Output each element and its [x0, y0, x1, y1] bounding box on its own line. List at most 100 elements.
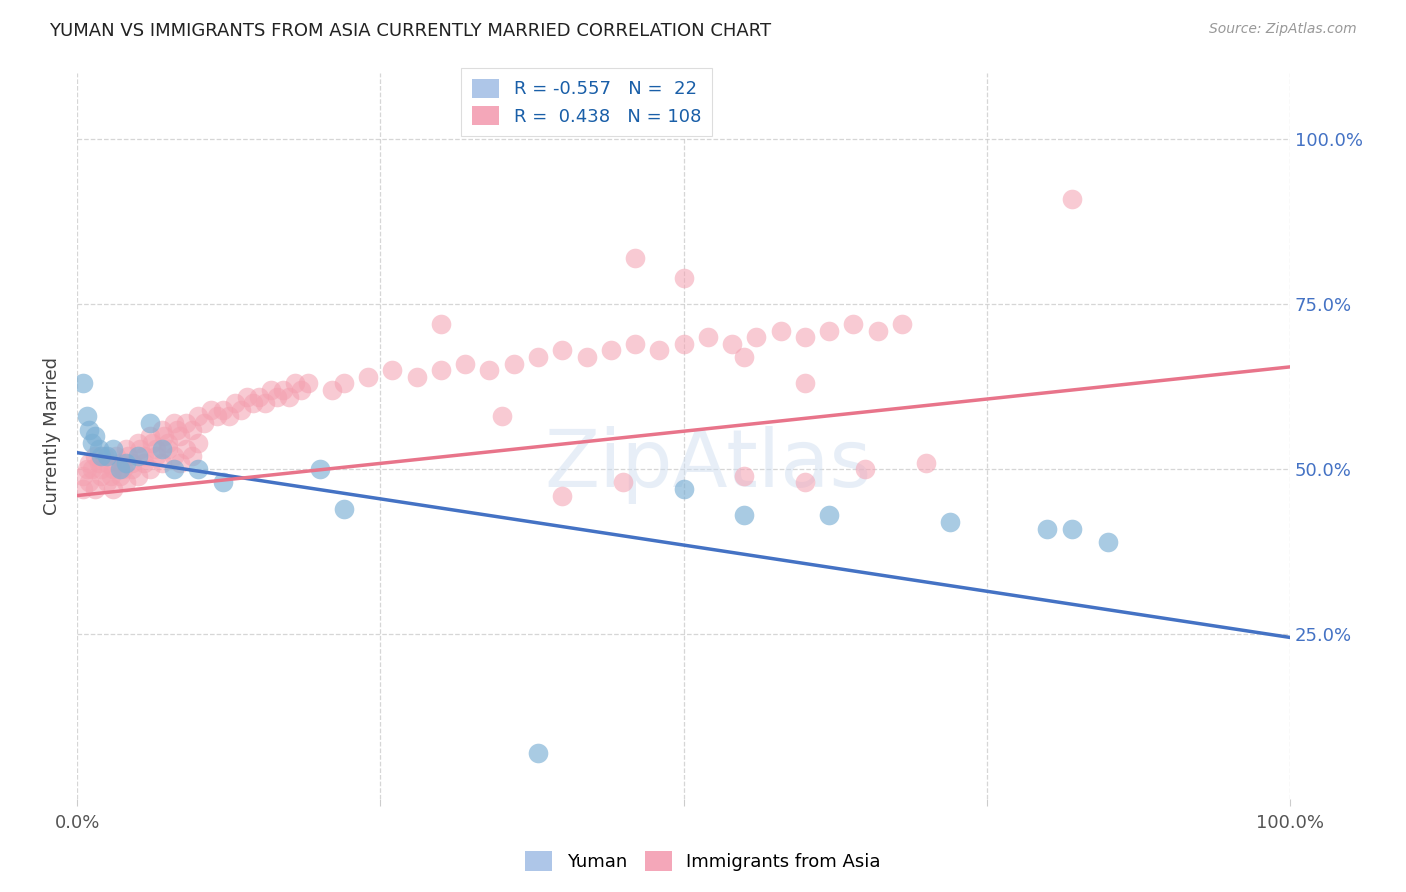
Point — [939, 515, 962, 529]
Point — [163, 416, 186, 430]
Point — [108, 456, 131, 470]
Point — [769, 324, 792, 338]
Point — [169, 456, 191, 470]
Point — [139, 429, 162, 443]
Point — [87, 456, 110, 470]
Point — [104, 449, 127, 463]
Point — [87, 442, 110, 457]
Point — [211, 402, 233, 417]
Text: Source: ZipAtlas.com: Source: ZipAtlas.com — [1209, 22, 1357, 37]
Point — [271, 383, 294, 397]
Point — [121, 462, 143, 476]
Point — [818, 324, 841, 338]
Point — [672, 270, 695, 285]
Point — [90, 468, 112, 483]
Point — [127, 468, 149, 483]
Point — [793, 376, 815, 391]
Point — [181, 449, 204, 463]
Point — [187, 435, 209, 450]
Point — [502, 357, 524, 371]
Point — [430, 363, 453, 377]
Point — [229, 402, 252, 417]
Point — [84, 429, 107, 443]
Point — [575, 350, 598, 364]
Point — [890, 317, 912, 331]
Point — [290, 383, 312, 397]
Point — [121, 456, 143, 470]
Point — [648, 343, 671, 358]
Point — [1060, 192, 1083, 206]
Point — [254, 396, 277, 410]
Y-axis label: Currently Married: Currently Married — [44, 357, 60, 516]
Point — [266, 390, 288, 404]
Point — [1060, 522, 1083, 536]
Point — [72, 468, 94, 483]
Point — [527, 350, 550, 364]
Point — [77, 475, 100, 490]
Point — [478, 363, 501, 377]
Point — [103, 462, 125, 476]
Point — [405, 369, 427, 384]
Point — [80, 462, 103, 476]
Point — [200, 402, 222, 417]
Point — [96, 475, 118, 490]
Point — [218, 409, 240, 424]
Point — [672, 336, 695, 351]
Point — [93, 449, 115, 463]
Point — [915, 456, 938, 470]
Point — [169, 429, 191, 443]
Point — [333, 501, 356, 516]
Point — [733, 350, 755, 364]
Point — [153, 429, 176, 443]
Point — [793, 475, 815, 490]
Point — [84, 482, 107, 496]
Point — [1036, 522, 1059, 536]
Point — [103, 482, 125, 496]
Point — [150, 456, 173, 470]
Point — [141, 435, 163, 450]
Point — [733, 468, 755, 483]
Point — [818, 508, 841, 523]
Legend: Yuman, Immigrants from Asia: Yuman, Immigrants from Asia — [517, 844, 889, 879]
Point — [236, 390, 259, 404]
Point — [430, 317, 453, 331]
Point — [551, 343, 574, 358]
Point — [96, 456, 118, 470]
Point — [284, 376, 307, 391]
Point — [114, 475, 136, 490]
Text: ZipAtlas: ZipAtlas — [544, 426, 872, 504]
Point — [174, 416, 197, 430]
Point — [77, 423, 100, 437]
Point — [76, 462, 98, 476]
Point — [624, 251, 647, 265]
Point — [150, 423, 173, 437]
Point — [80, 435, 103, 450]
Point — [163, 449, 186, 463]
Point — [211, 475, 233, 490]
Point — [157, 435, 180, 450]
Point — [174, 442, 197, 457]
Point — [150, 442, 173, 457]
Point — [1097, 534, 1119, 549]
Point — [77, 456, 100, 470]
Point — [745, 330, 768, 344]
Point — [181, 423, 204, 437]
Point — [527, 746, 550, 760]
Point — [187, 462, 209, 476]
Point — [96, 449, 118, 463]
Point — [454, 357, 477, 371]
Point — [721, 336, 744, 351]
Point — [145, 442, 167, 457]
Point — [103, 442, 125, 457]
Point — [193, 416, 215, 430]
Point — [247, 390, 270, 404]
Point — [297, 376, 319, 391]
Point — [139, 416, 162, 430]
Point — [72, 376, 94, 391]
Point — [733, 508, 755, 523]
Point — [855, 462, 877, 476]
Point — [612, 475, 634, 490]
Point — [157, 442, 180, 457]
Point — [166, 423, 188, 437]
Point — [224, 396, 246, 410]
